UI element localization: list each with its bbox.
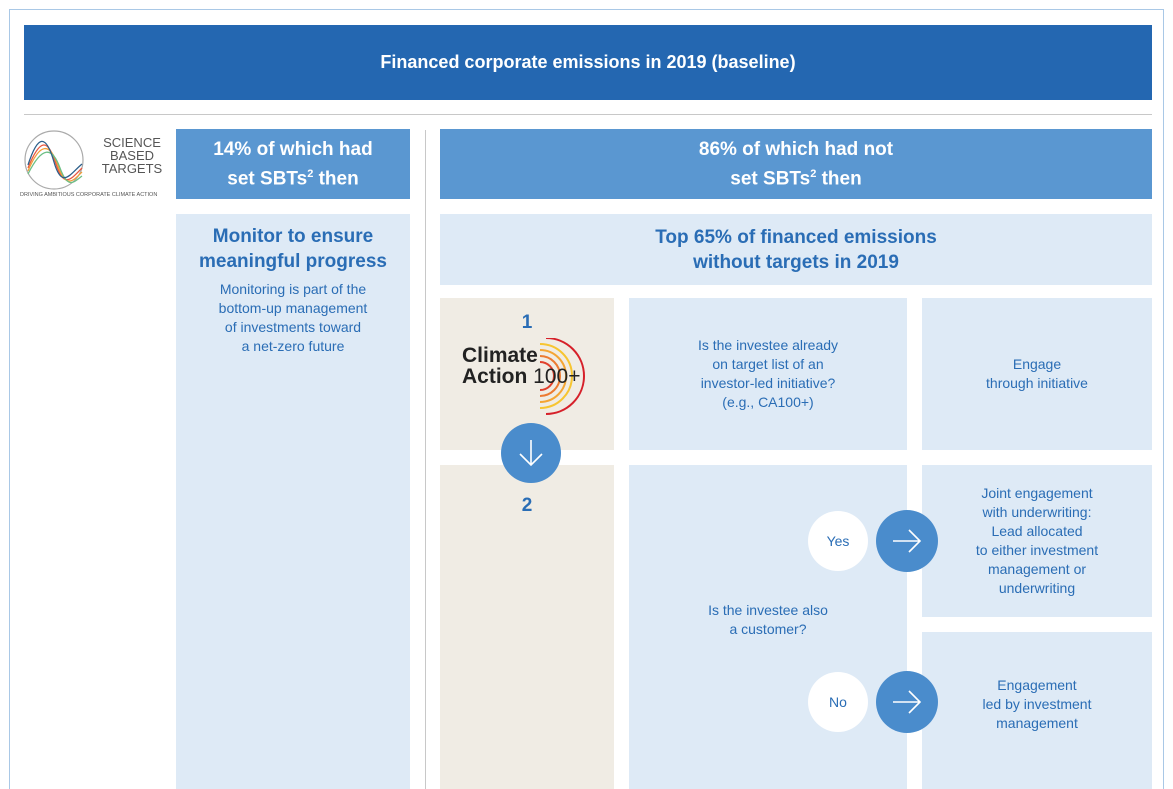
- outcome-line: led by investment: [982, 696, 1092, 712]
- outcome-line: Engage: [1012, 356, 1062, 372]
- question-box: Is the investee also a customer?: [629, 465, 907, 789]
- logo-word: 100+: [533, 365, 581, 388]
- ca100-text: Climate Action 100+: [462, 345, 580, 387]
- outcome-line: management: [996, 715, 1078, 731]
- heading-line: set SBTs2 then: [227, 162, 358, 191]
- question-line: a customer?: [729, 621, 807, 637]
- outcome-line: underwriting: [998, 580, 1076, 596]
- sbt-tagline: DRIVING AMBITIOUS CORPORATE CLIMATE ACTI…: [20, 192, 158, 198]
- divider: [425, 130, 426, 789]
- sbt-logo-text: SCIENCE BASED TARGETS: [92, 136, 172, 175]
- heading-line: 86% of which had not: [698, 138, 894, 160]
- box-text: Monitoring is part of the: [219, 281, 367, 297]
- box-title: meaningful progress: [199, 251, 387, 272]
- step-number: 1: [521, 312, 533, 333]
- ca100-arcs: [539, 338, 585, 415]
- heading-text: then: [816, 168, 862, 190]
- logo-word: Action: [462, 365, 528, 388]
- sbt-logo-icon: [24, 130, 84, 190]
- question-line: (e.g., CA100+): [722, 394, 814, 410]
- outcome-line: to either investment: [975, 542, 1099, 558]
- step-number: 2: [521, 495, 533, 516]
- question-line: Is the investee also: [708, 602, 828, 618]
- question-line: Is the investee already: [697, 337, 839, 353]
- left-heading: 14% of which had set SBTs2 then: [176, 129, 410, 199]
- box-text: a net-zero future: [241, 338, 345, 354]
- step-cell: [440, 465, 614, 789]
- yes-label: Yes: [808, 511, 868, 571]
- down-arrow: [501, 423, 561, 483]
- footnote-ref: 2: [307, 167, 314, 180]
- heading-text: set SBTs: [227, 168, 308, 190]
- outcome-line: with underwriting:: [982, 504, 1092, 520]
- subheading-line: Top 65% of financed emissions: [655, 226, 937, 248]
- question-line: investor-led initiative?: [700, 375, 836, 391]
- arrow-icon: [893, 690, 922, 714]
- heading-line: 14% of which had: [213, 138, 373, 160]
- subheading: Top 65% of financed emissions without ta…: [440, 214, 1152, 285]
- logo-line: BASED: [109, 148, 155, 163]
- heading-text: then: [313, 168, 359, 190]
- box-text: bottom-up management: [218, 300, 368, 316]
- right-heading: 86% of which had not set SBTs2 then: [440, 129, 1152, 199]
- heading-line: set SBTs2 then: [730, 162, 861, 191]
- header-title: Financed corporate emissions in 2019 (ba…: [380, 52, 796, 72]
- frame: [9, 9, 1164, 789]
- arrow-icon: [519, 440, 543, 467]
- logo-line: SCIENCE: [103, 135, 161, 150]
- separator: [24, 114, 1152, 115]
- heading-text: set SBTs: [730, 168, 811, 190]
- arrow-icon: [893, 529, 922, 553]
- outcome-line: management or: [987, 561, 1087, 577]
- header: Financed corporate emissions in 2019 (ba…: [24, 25, 1152, 100]
- right-arrow: [876, 510, 938, 572]
- box-text: of investments toward: [224, 319, 362, 335]
- outcome-line: through initiative: [986, 375, 1088, 391]
- outcome-line: Engagement: [997, 677, 1077, 693]
- outcome-line: Lead allocated: [991, 523, 1083, 539]
- question-line: on target list of an: [712, 356, 824, 372]
- no-label: No: [808, 672, 868, 732]
- subheading-line: without targets in 2019: [693, 251, 899, 273]
- right-arrow: [876, 671, 938, 733]
- outcome-box: Joint engagement with underwriting: Lead…: [922, 465, 1152, 617]
- monitor-box: Monitor to ensure meaningful progress Mo…: [176, 214, 410, 789]
- logo-line: Action 100+: [462, 366, 580, 387]
- footnote-ref: 2: [810, 167, 817, 180]
- outcome-box: Engage through initiative: [922, 298, 1152, 450]
- outcome-line: Joint engagement: [981, 485, 1093, 501]
- outcome-box: Engagement led by investment management: [922, 632, 1152, 789]
- logo-word: Climate: [462, 344, 538, 367]
- logo-line: TARGETS: [101, 161, 163, 176]
- question-box: Is the investee already on target list o…: [629, 298, 907, 450]
- box-title: Monitor to ensure: [212, 226, 374, 247]
